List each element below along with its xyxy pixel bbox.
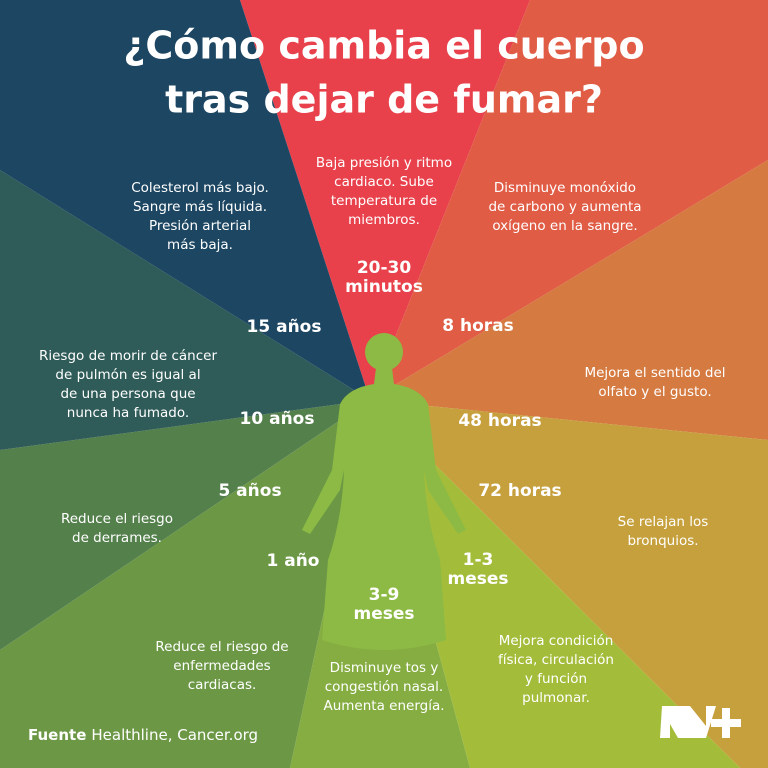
stage-time: 8 horas bbox=[442, 316, 514, 336]
source: Fuente Healthline, Cancer.org bbox=[28, 726, 258, 744]
stage-text: más baja. bbox=[167, 237, 233, 253]
stage-text: Sangre más líquida. bbox=[133, 199, 267, 215]
stage-time: 1-3 bbox=[463, 550, 494, 570]
stage-time: minutos bbox=[345, 277, 423, 297]
stage-text: y función bbox=[525, 671, 587, 687]
stage-text: congestión nasal. bbox=[325, 679, 443, 695]
stage-text: de una persona que bbox=[60, 386, 195, 402]
stage-text: Disminuye monóxido bbox=[494, 180, 636, 196]
source-label: Fuente bbox=[28, 726, 86, 744]
stage-text: Baja presión y ritmo bbox=[316, 155, 452, 171]
title: tras dejar de fumar? bbox=[165, 78, 603, 122]
stage-text: enfermedades bbox=[173, 658, 270, 674]
stage-text: bronquios. bbox=[627, 533, 698, 549]
stage-time: 20-30 bbox=[357, 258, 412, 278]
stage-text: Aumenta energía. bbox=[323, 698, 444, 714]
stage-text: Se relajan los bbox=[618, 514, 709, 530]
stage-time: meses bbox=[353, 604, 414, 624]
stage-time: 10 años bbox=[240, 409, 315, 429]
stage-time: 15 años bbox=[247, 317, 322, 337]
stage-text: de carbono y aumenta bbox=[488, 199, 641, 215]
stage-text: Mejora el sentido del bbox=[584, 365, 725, 381]
title: ¿Cómo cambia el cuerpo bbox=[123, 24, 644, 68]
stage-time: 5 años bbox=[218, 481, 281, 501]
stage-text: Reduce el riesgo de bbox=[155, 639, 288, 655]
stage-text: Disminuye tos y bbox=[330, 660, 439, 676]
stage-time: 1 año bbox=[266, 551, 319, 571]
stage-text: pulmonar. bbox=[522, 690, 590, 706]
stage-time: meses bbox=[447, 569, 508, 589]
stage-text: Presión arterial bbox=[149, 218, 251, 234]
stage-text: de pulmón es igual al bbox=[55, 367, 200, 383]
stage-time: 3-9 bbox=[369, 585, 400, 605]
body-silhouette bbox=[302, 333, 466, 650]
stage-text: nunca ha fumado. bbox=[67, 405, 189, 421]
stage-text: oxígeno en la sangre. bbox=[492, 218, 637, 234]
stage-time: 72 horas bbox=[478, 481, 561, 501]
stage-text: Colesterol más bajo. bbox=[131, 180, 269, 196]
stage-text: Riesgo de morir de cáncer bbox=[39, 348, 217, 364]
stage-text: miembros. bbox=[348, 212, 420, 228]
stage-text: Reduce el riesgo bbox=[61, 511, 173, 527]
stage-text: Mejora condición bbox=[499, 633, 614, 649]
stage-text: cardiacas. bbox=[188, 677, 257, 693]
stage-time: 48 horas bbox=[458, 411, 541, 431]
source-text: Healthline, Cancer.org bbox=[91, 726, 258, 744]
stage-text: cardiaco. Sube bbox=[334, 174, 434, 190]
stage-text: temperatura de bbox=[331, 193, 437, 209]
logo bbox=[660, 706, 741, 738]
stage-text: de derrames. bbox=[72, 530, 162, 546]
stage-text: física, circulación bbox=[498, 652, 614, 668]
stage-text: olfato y el gusto. bbox=[598, 384, 711, 400]
